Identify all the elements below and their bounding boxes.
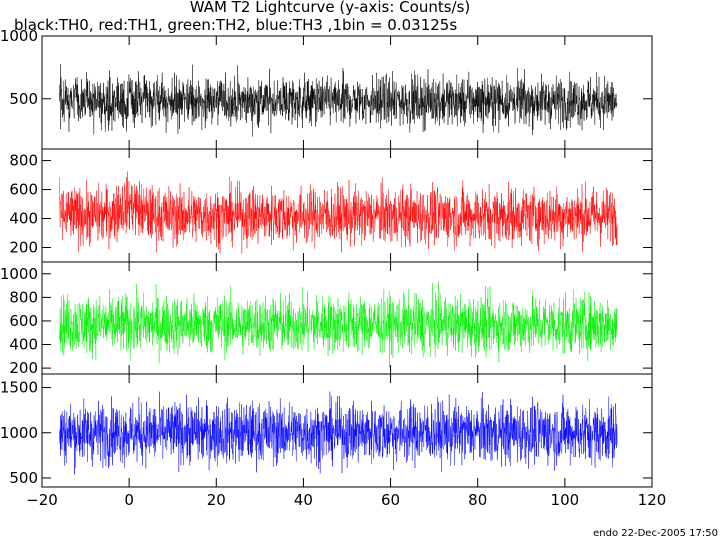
x-axis: −20 0 20 40 60 80 100 120 xyxy=(26,491,666,509)
y-tick-label: 1000 xyxy=(0,424,38,442)
chart-title: WAM T2 Lightcurve (y-axis: Counts/s) xyxy=(190,0,471,16)
y-tick-label: 200 xyxy=(9,239,38,257)
y-tick-label: 500 xyxy=(9,469,38,487)
y-tick-label: 200 xyxy=(9,359,38,377)
y-tick-label: 600 xyxy=(9,181,38,199)
panel-th3: 500 1000 1500 xyxy=(0,373,653,488)
panel-th0: 500 1000 xyxy=(0,27,653,150)
x-tick-label: 80 xyxy=(468,491,487,509)
chart-subtitle: black:TH0, red:TH1, green:TH2, blue:TH3 … xyxy=(14,16,457,34)
y-tick-label: 1000 xyxy=(0,265,38,283)
panel-th2: 200 400 600 800 1000 xyxy=(0,261,653,377)
y-tick-label: 800 xyxy=(9,288,38,306)
y-tick-label: 1500 xyxy=(0,379,38,397)
x-tick-label: −20 xyxy=(26,491,58,509)
y-tick-label: 400 xyxy=(9,210,38,228)
x-tick-label: 120 xyxy=(638,491,667,509)
series-th2-line xyxy=(59,281,618,368)
x-tick-label: 60 xyxy=(381,491,400,509)
y-tick-label: 1000 xyxy=(0,27,38,45)
y-tick-label: 500 xyxy=(9,90,38,108)
y-tick-label: 400 xyxy=(9,336,38,354)
series-th3-line xyxy=(59,391,618,475)
panel-frame xyxy=(41,373,653,488)
series-th1-line xyxy=(59,171,618,254)
panels-group: 500 1000 200 400 600 800 200 400 600 800 1000 500 10… xyxy=(0,27,653,488)
x-tick-label: 40 xyxy=(294,491,313,509)
x-tick-label: 0 xyxy=(124,491,134,509)
x-tick-label: 20 xyxy=(207,491,226,509)
y-tick-label: 800 xyxy=(9,152,38,170)
y-tick-label: 600 xyxy=(9,312,38,330)
x-tick-label: 100 xyxy=(551,491,580,509)
series-th0-line xyxy=(59,63,618,137)
panel-th1: 200 400 600 800 xyxy=(9,148,653,263)
footer-stamp: endo 22-Dec-2005 17:50 xyxy=(593,528,718,539)
